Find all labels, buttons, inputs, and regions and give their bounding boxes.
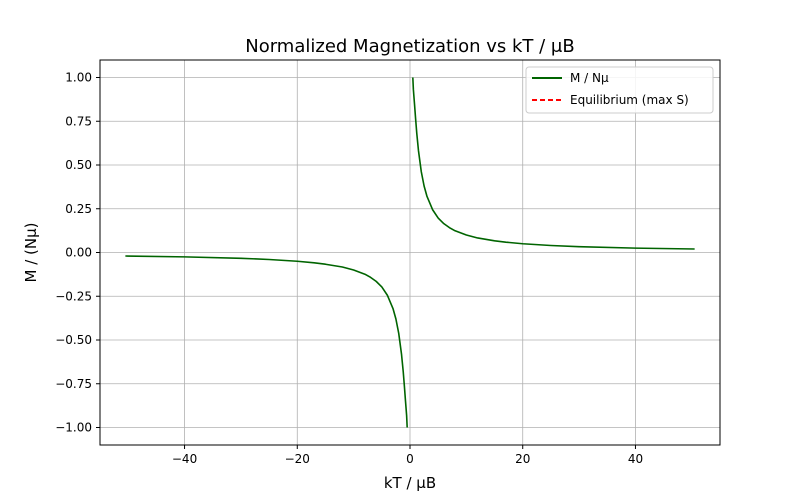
axis-ticks: −40 −20 0 20 40 1.00 0.75 0.50 0.25 0.00 −0.25 −0.5… — [55, 71, 643, 467]
x-tick-label: 40 — [628, 452, 643, 466]
y-tick-label: 0.25 — [65, 202, 92, 216]
x-axis-label: kT / μB — [384, 474, 436, 492]
legend-label-magnetization: M / Nμ — [570, 71, 609, 85]
legend: M / Nμ Equilibrium (max S) — [525, 66, 714, 114]
x-tick-label: −40 — [172, 452, 197, 466]
x-tick-label: 20 — [515, 452, 530, 466]
legend-box — [525, 66, 714, 114]
y-tick-label: 0.50 — [65, 158, 92, 172]
y-tick-label: −0.75 — [55, 377, 92, 391]
y-axis-label: M / (Nμ) — [22, 223, 40, 283]
y-tick-label: 0.75 — [65, 114, 92, 128]
y-tick-label: 1.00 — [65, 71, 92, 85]
legend-label-equilibrium: Equilibrium (max S) — [570, 93, 689, 107]
chart-title: Normalized Magnetization vs kT / μB — [245, 36, 574, 57]
y-tick-label: −0.25 — [55, 289, 92, 303]
series-line — [125, 255, 408, 428]
x-tick-label: 0 — [406, 452, 414, 466]
x-tick-label: −20 — [285, 452, 310, 466]
y-tick-label: 0.00 — [65, 246, 92, 260]
series-lines — [125, 77, 695, 428]
grid — [100, 60, 720, 445]
y-tick-label: −1.00 — [55, 421, 92, 435]
series-line — [412, 77, 695, 250]
y-tick-label: −0.50 — [55, 333, 92, 347]
